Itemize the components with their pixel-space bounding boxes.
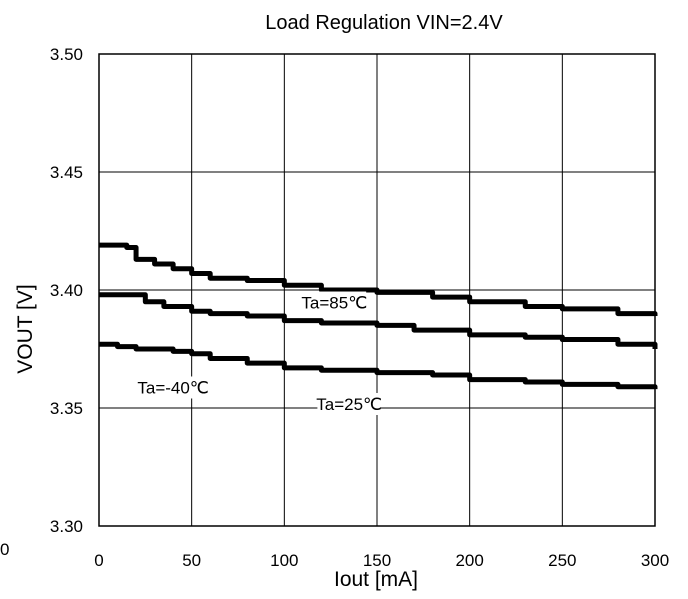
x-tick-label: 50 [182,551,201,570]
x-tick-label: 300 [641,551,669,570]
y-tick-label: 3.40 [50,281,83,300]
y-axis-label: VOUT [V] [14,284,37,373]
y-tick-label: 3.35 [50,399,83,418]
annotation-background [317,393,381,415]
annotation-label: Ta=-40℃ [137,378,209,397]
x-tick-label: 0 [94,551,103,570]
stray-label: 0 [0,540,9,559]
annotation-background [302,291,367,314]
annotation-label: Ta=85℃ [301,294,367,313]
series-line-2 [99,341,658,390]
y-tick-label: 3.30 [50,517,83,536]
series-line-0 [99,242,658,317]
x-tick-label: 100 [270,551,298,570]
x-axis-label: Iout [mA] [334,568,418,591]
y-tick-labels: 3.30 3.35 3.40 3.45 3.50 [50,45,83,536]
annotations: Ta=85℃ Ta=-40℃ Ta=25℃ [136,291,382,415]
annotation-label: Ta=25℃ [316,395,382,414]
x-tick-labels: 0 50 100 150 200 250 300 [94,551,669,570]
plot-frame [98,53,656,527]
x-tick-label: 250 [548,551,576,570]
series-line-1 [99,292,658,349]
series-lines [99,242,658,390]
x-tick-label: 200 [455,551,483,570]
chart-title: Load Regulation VIN=2.4V [265,12,503,34]
y-tick-label: 3.50 [50,45,83,64]
y-tick-label: 3.45 [50,163,83,182]
annotation-background [136,376,210,399]
x-tick-label: 150 [363,551,391,570]
